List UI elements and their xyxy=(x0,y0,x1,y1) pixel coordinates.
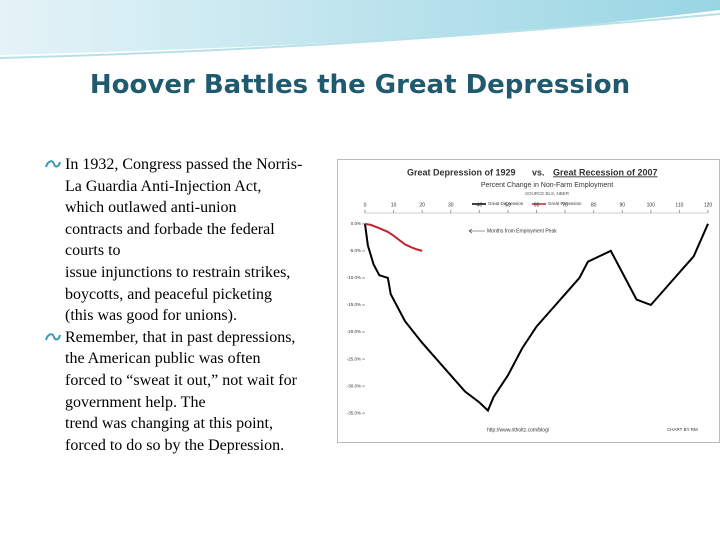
bullet-text: Remember, that in past depressions, xyxy=(65,328,296,346)
header-decoration xyxy=(0,0,720,59)
y-tick-label: -5.0% xyxy=(349,248,361,253)
arrow xyxy=(468,228,485,234)
bullet-line: which outlawed anti-union xyxy=(45,197,302,219)
x-tick-label: 90 xyxy=(619,202,625,208)
bullet-line: trend was changing at this point, xyxy=(45,413,302,435)
bullet-text: issue injunctions to restrain strikes, xyxy=(65,263,291,281)
x-tick-label: 120 xyxy=(704,202,713,208)
slide-title: Hoover Battles the Great Depression xyxy=(89,70,631,100)
y-tick-label: -35.0% xyxy=(347,410,361,415)
bullet-line: boycotts, and peaceful picketing xyxy=(45,284,302,306)
x-tick-label: 10 xyxy=(391,202,397,208)
bullet-line: Remember, that in past depressions, xyxy=(45,327,302,349)
bullet-text: the American public was often xyxy=(65,350,261,368)
x-tick-label: 20 xyxy=(419,202,425,208)
chart: Great Depression of 1929 vs. Great Recessi… xyxy=(337,159,720,443)
legend-label: Great Depression xyxy=(488,201,524,206)
y-tick-label: -15.0% xyxy=(347,302,361,307)
bullet-line: (this was good for unions). xyxy=(45,305,302,327)
chart-title: vs. xyxy=(532,167,545,177)
y-tick-label: -10.0% xyxy=(347,275,361,280)
y-tick-label: 0.0% xyxy=(351,221,361,226)
y-tick-label: -20.0% xyxy=(347,329,361,334)
x-tick-label: 110 xyxy=(675,202,683,208)
chart-source: SOURCE BLS, NBER xyxy=(525,191,570,196)
bullet-text: which outlawed anti-union xyxy=(65,199,237,217)
bullet-text: trend was changing at this point, xyxy=(65,415,273,433)
bullet-line: issue injunctions to restrain strikes, xyxy=(45,262,302,284)
bullet-line: contracts and forbade the federal xyxy=(45,219,302,241)
bullet-text: government help. The xyxy=(65,393,206,411)
y-tick-label: -25.0% xyxy=(347,356,361,361)
bullet-line: government help. The xyxy=(45,392,302,414)
x-tick-label: 50 xyxy=(505,202,511,208)
bullet-line: courts to xyxy=(45,240,302,262)
x-axis-label: Months from Employment Peak xyxy=(487,228,557,234)
bullet-icon xyxy=(45,160,61,168)
bullet-line: La Guardia Anti-Injection Act, xyxy=(45,176,302,198)
bullet-line: In 1932, Congress passed the Norris- xyxy=(45,154,302,176)
x-tick-label: 80 xyxy=(591,202,597,208)
bullet-line: forced to do so by the Depression. xyxy=(45,435,302,457)
bullet-text: In 1932, Congress passed the Norris- xyxy=(65,156,303,173)
x-tick-label: 100 xyxy=(647,202,656,208)
bullet-text: boycotts, and peaceful picketing xyxy=(65,285,273,303)
bullet-icon xyxy=(45,333,61,341)
slide-body: In 1932, Congress passed the Norris- La G… xyxy=(45,154,302,456)
chart-title: Great Recession of 2007 xyxy=(553,167,658,177)
series-line xyxy=(364,223,709,413)
bullet-text: courts to xyxy=(65,242,121,260)
chart-credit: CHART BY RM xyxy=(667,427,698,432)
bullet-text: (this was good for unions). xyxy=(65,307,237,325)
x-tick-label: 70 xyxy=(562,202,568,208)
bullet-line: forced to “sweat it out,” not wait for xyxy=(45,370,302,392)
x-tick-label: 0 xyxy=(364,202,367,208)
series-line xyxy=(364,222,423,252)
chart-url: http://www.ritholtz.com/blog/ xyxy=(487,427,550,433)
y-tick-label: -30.0% xyxy=(347,383,361,388)
bullet-text: contracts and forbade the federal xyxy=(65,220,275,238)
bullet-text: forced to “sweat it out,” not wait for xyxy=(65,371,297,389)
chart-subtitle: Percent Change in Non-Farm Employment xyxy=(481,182,613,189)
legend-label: Great Recession xyxy=(548,201,582,206)
chart-title: Great Depression of 1929 xyxy=(407,167,516,177)
bullet-line: the American public was often xyxy=(45,348,302,370)
x-tick-label: 30 xyxy=(448,202,454,208)
x-tick-label: 40 xyxy=(477,202,483,208)
chart-frame xyxy=(337,159,720,443)
x-tick-label: 60 xyxy=(534,202,540,208)
bullet-text: La Guardia Anti-Injection Act, xyxy=(65,177,262,195)
bullet-text: forced to do so by the Depression. xyxy=(65,436,285,454)
